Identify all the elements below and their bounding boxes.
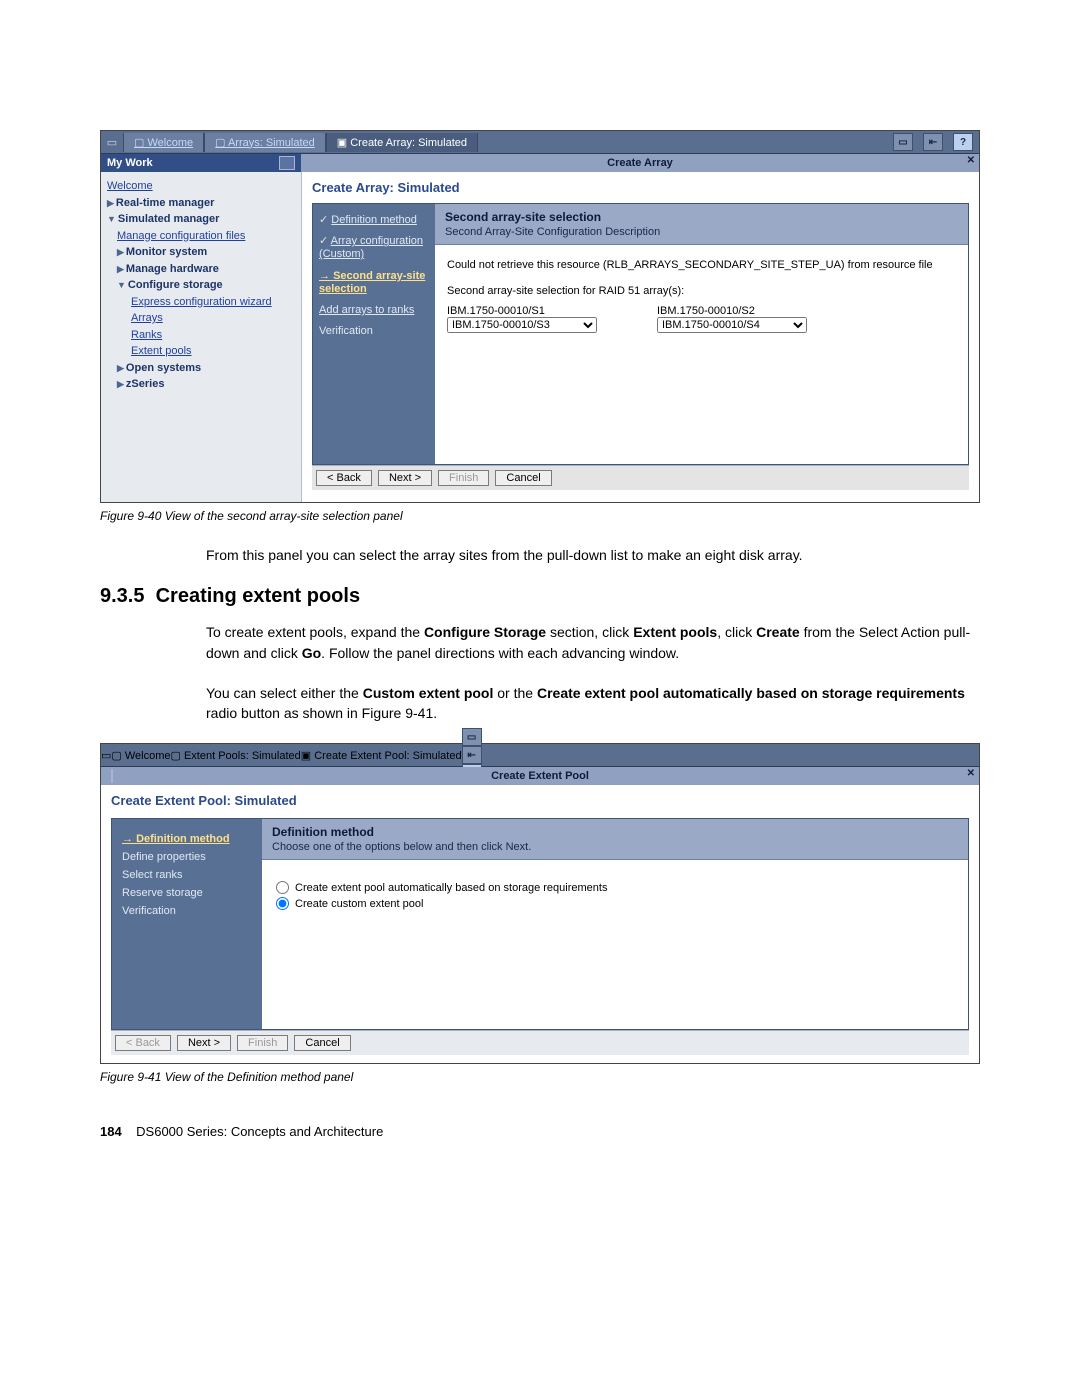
tab-welcome-2[interactable]: ▢ Welcome [111, 749, 170, 762]
button-bar-2: < Back Next > Finish Cancel [111, 1030, 969, 1055]
step-definition-method[interactable]: Definition method [331, 214, 417, 226]
step-add-arrays[interactable]: Add arrays to ranks [319, 304, 414, 316]
step2-reserve-storage: Reserve storage [122, 887, 252, 899]
label-s1: IBM.1750-00010/S1 [447, 305, 597, 317]
page-footer: 184 DS6000 Series: Concepts and Architec… [100, 1124, 980, 1139]
error-text: Could not retrieve this resource (RLB_AR… [447, 259, 956, 271]
nav-ranks[interactable]: Ranks [131, 329, 162, 341]
next-button-2[interactable]: Next > [177, 1035, 231, 1051]
paragraph-1: From this panel you can select the array… [100, 545, 980, 565]
back-button[interactable]: < Back [316, 470, 372, 486]
nav-manage-hw[interactable]: Manage hardware [126, 263, 219, 275]
main-panel-title-2: Create Extent Pool: Simulated [111, 793, 969, 808]
radio-auto-label: Create extent pool automatically based o… [295, 882, 607, 894]
close-icon-2[interactable]: ✕ [967, 768, 975, 779]
toolbar-icon-2[interactable]: ⇤ [923, 133, 943, 151]
close-icon[interactable]: ✕ [967, 155, 975, 166]
figure-9-40-caption: Figure 9-40 View of the second array-sit… [100, 509, 980, 523]
section-9-3-5-heading: 9.3.5 Creating extent pools [100, 585, 980, 608]
radio-auto[interactable] [276, 881, 289, 894]
nav-open-systems[interactable]: Open systems [126, 362, 201, 374]
mywork-header: My Work [101, 154, 301, 172]
collapse-icon[interactable] [279, 156, 295, 170]
selection-label: Second array-site selection for RAID 51 … [447, 285, 956, 297]
select-s3[interactable]: IBM.1750-00010/S3 [447, 317, 597, 333]
step-second-array-site[interactable]: Second array-site selection [319, 270, 429, 296]
nav-realtime[interactable]: Real-time manager [116, 197, 214, 209]
wizard-steps-2: Definition method Define properties Sele… [112, 819, 262, 1029]
radio-custom[interactable] [276, 897, 289, 910]
tab-create-extent-pool[interactable]: ▣ Create Extent Pool: Simulated [301, 749, 462, 762]
next-button[interactable]: Next > [378, 470, 432, 486]
wizard-subtitle-2: Choose one of the options below and then… [272, 841, 958, 853]
wizard-title-2: Definition method [272, 825, 958, 839]
panel-header: Create Array ✕ [301, 154, 979, 172]
nav-extent-pools[interactable]: Extent pools [131, 345, 192, 357]
nav-monitor[interactable]: Monitor system [126, 246, 207, 258]
nav-configure-storage[interactable]: Configure storage [128, 279, 223, 291]
app-icon-2: ▭ [101, 749, 111, 762]
figure-9-41-caption: Figure 9-41 View of the Definition metho… [100, 1070, 980, 1084]
help-icon[interactable]: ? [953, 133, 973, 151]
button-bar: < Back Next > Finish Cancel [312, 465, 969, 490]
tab-extent-pools[interactable]: ▢ Extent Pools: Simulated [171, 749, 301, 762]
step2-definition-method[interactable]: Definition method [122, 833, 252, 845]
tab-create-array[interactable]: ▣ Create Array: Simulated [326, 133, 478, 152]
finish-button-2: Finish [237, 1035, 288, 1051]
finish-button: Finish [438, 470, 489, 486]
nav-zseries[interactable]: zSeries [126, 378, 165, 390]
tab-welcome[interactable]: ▢ Welcome [123, 133, 204, 152]
top-tab-bar: ▭ ▢ Welcome ▢ Arrays: Simulated ▣ Create… [101, 131, 979, 154]
select-s4[interactable]: IBM.1750-00010/S4 [657, 317, 807, 333]
tab-arrays[interactable]: ▢ Arrays: Simulated [204, 133, 326, 152]
step2-select-ranks: Select ranks [122, 869, 252, 881]
wizard-subtitle: Second Array-Site Configuration Descript… [445, 226, 958, 238]
wizard-title: Second array-site selection [445, 210, 958, 224]
step-array-config[interactable]: Array configuration (Custom) [319, 235, 423, 260]
top-tab-bar-2: ▭ ▢ Welcome ▢ Extent Pools: Simulated ▣ … [101, 744, 979, 767]
toolbar-icon-1b[interactable]: ▭ [462, 728, 482, 746]
back-button-2: < Back [115, 1035, 171, 1051]
radio-custom-label: Create custom extent pool [295, 898, 423, 910]
paragraph-2: To create extent pools, expand the Confi… [100, 622, 980, 663]
label-s2: IBM.1750-00010/S2 [657, 305, 807, 317]
nav-express-wizard[interactable]: Express configuration wizard [131, 296, 272, 308]
toolbar-icon-2b[interactable]: ⇤ [462, 746, 482, 764]
step-verification: Verification [319, 325, 429, 338]
paragraph-3: You can select either the Custom extent … [100, 683, 980, 724]
app-icon: ▭ [101, 136, 123, 149]
nav-arrays[interactable]: Arrays [131, 312, 163, 324]
nav-simulated[interactable]: Simulated manager [118, 213, 219, 225]
step2-define-properties: Define properties [122, 851, 252, 863]
wizard-steps: Definition method Array configuration (C… [313, 204, 435, 464]
nav-manage-config[interactable]: Manage configuration files [117, 230, 245, 242]
nav-welcome[interactable]: Welcome [107, 180, 153, 192]
title-bar: My Work Create Array ✕ [101, 154, 979, 172]
step2-verification: Verification [122, 905, 252, 917]
cancel-button-2[interactable]: Cancel [294, 1035, 350, 1051]
main-panel-title: Create Array: Simulated [312, 180, 969, 195]
toolbar-icon-1[interactable]: ▭ [893, 133, 913, 151]
panel-header-2: Create Extent Pool ✕ [101, 767, 979, 785]
figure-9-41-screenshot: ▭ ▢ Welcome ▢ Extent Pools: Simulated ▣ … [100, 743, 980, 1064]
wizard-header-2: Definition method Choose one of the opti… [262, 819, 968, 860]
wizard-header: Second array-site selection Second Array… [435, 204, 968, 245]
cancel-button[interactable]: Cancel [495, 470, 551, 486]
nav-sidebar: Welcome ▶Real-time manager ▼Simulated ma… [101, 172, 302, 502]
figure-9-40-screenshot: ▭ ▢ Welcome ▢ Arrays: Simulated ▣ Create… [100, 130, 980, 503]
